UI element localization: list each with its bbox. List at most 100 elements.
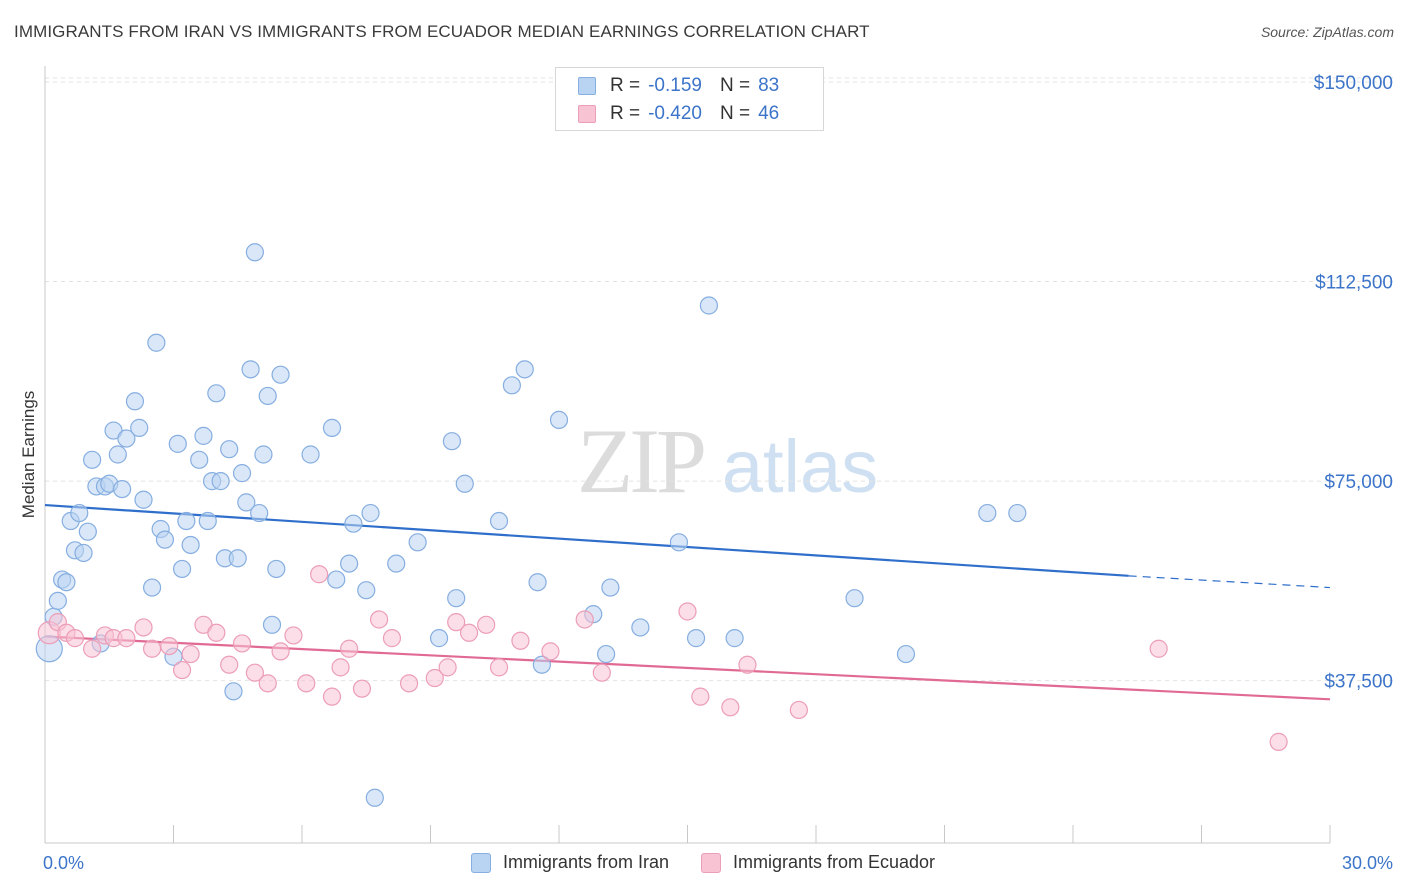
point-iran	[117, 429, 136, 448]
point-iran	[134, 490, 153, 509]
point-ecuador	[477, 615, 496, 634]
point-ecuador	[142, 639, 162, 658]
y-tick-label: $37,500	[1324, 672, 1393, 693]
point-iran	[365, 788, 384, 807]
trendline-extension-iran	[1128, 575, 1331, 589]
series-label-iran: Immigrants from Iran	[502, 852, 669, 872]
point-ecuador	[134, 618, 153, 637]
y-tick-label: $150,000	[1314, 73, 1393, 94]
point-iran	[220, 440, 239, 459]
point-iran	[130, 418, 149, 437]
point-ecuador	[117, 629, 136, 648]
point-iran	[155, 530, 175, 549]
point-iran	[48, 591, 67, 610]
series-legend-iran: Immigrants from Iran	[470, 852, 669, 873]
point-iran	[194, 426, 213, 445]
point-ecuador	[340, 639, 359, 658]
watermark-atlas: atlas	[722, 425, 878, 508]
chart-source: Source: ZipAtlas.com	[1260, 24, 1394, 40]
point-iran	[447, 589, 466, 608]
point-iran	[241, 360, 260, 379]
point-ecuador	[181, 644, 200, 664]
y-tick-label: $75,000	[1324, 472, 1393, 493]
y-axis-label: Median Earnings	[19, 391, 38, 519]
point-ecuador	[352, 679, 372, 698]
point-iran	[601, 578, 620, 597]
series-legend: Immigrants from Iran Immigrants from Ecu…	[0, 852, 1406, 873]
point-iran	[172, 559, 192, 579]
legend-iran-n: 83	[758, 75, 780, 96]
chart-title: IMMIGRANTS FROM IRAN VS IMMIGRANTS FROM …	[14, 22, 870, 41]
point-iran	[327, 570, 346, 589]
point-iran	[112, 479, 132, 499]
point-ecuador	[459, 623, 479, 642]
legend-row-iran: R = -0.159 N = 83	[578, 74, 779, 98]
point-iran	[532, 655, 551, 674]
point-ecuador	[738, 655, 757, 674]
point-ecuador	[425, 668, 444, 688]
point-iran	[147, 333, 166, 352]
point-iran	[357, 581, 376, 600]
point-ecuador	[245, 663, 264, 682]
point-iran	[896, 644, 916, 664]
point-iran	[340, 554, 359, 573]
point-iran	[344, 514, 363, 533]
point-ecuador	[172, 660, 192, 680]
point-ecuador	[271, 642, 290, 661]
legend-row-ecuador: R = -0.420 N = 46	[578, 102, 779, 126]
point-iran	[198, 511, 217, 531]
point-iran	[245, 243, 264, 262]
point-iran	[442, 432, 462, 451]
point-ecuador	[489, 658, 509, 677]
point-ecuador	[678, 602, 697, 621]
point-iran	[190, 450, 209, 469]
point-iran	[83, 450, 102, 469]
point-iran	[224, 682, 243, 701]
point-iran	[70, 503, 89, 523]
point-ecuador	[541, 642, 560, 661]
y-tick-label: $112,500	[1315, 273, 1393, 294]
point-iran	[74, 543, 93, 563]
point-iran	[57, 573, 76, 592]
point-iran	[1008, 503, 1027, 523]
point-iran	[502, 376, 521, 395]
point-iran	[228, 549, 247, 568]
point-iran	[699, 296, 719, 315]
point-ecuador	[258, 674, 277, 693]
point-ecuador	[721, 698, 740, 717]
point-iran	[108, 445, 127, 464]
legend-ecuador-n: 46	[758, 103, 780, 124]
point-iran	[232, 464, 252, 483]
point-iran	[387, 554, 406, 573]
point-iran	[125, 392, 145, 411]
point-ecuador	[789, 700, 808, 720]
legend-r-label: R =	[610, 75, 641, 96]
point-ecuador	[83, 639, 102, 658]
point-iran	[597, 644, 616, 664]
point-iran	[408, 533, 427, 552]
point-ecuador	[331, 658, 350, 677]
point-iran	[271, 365, 290, 384]
series-swatch-ecuador	[700, 852, 721, 873]
point-ecuador	[297, 674, 316, 693]
watermark-zip: ZIP	[577, 410, 704, 512]
point-ecuador	[65, 629, 85, 648]
series-label-ecuador: Immigrants from Ecuador	[732, 852, 936, 872]
point-iran	[528, 573, 547, 592]
point-ecuador	[691, 687, 710, 706]
point-ecuador	[370, 610, 389, 629]
point-iran	[267, 559, 286, 579]
point-iran	[631, 618, 650, 637]
point-iran	[686, 629, 706, 648]
point-ecuador	[160, 636, 179, 656]
point-iran	[78, 522, 97, 541]
point-ecuador	[575, 610, 594, 629]
trendline-ecuador	[44, 635, 1331, 701]
point-iran	[207, 384, 226, 403]
point-ecuador	[447, 613, 466, 632]
legend-iran-r: -0.159	[648, 75, 702, 96]
point-iran	[237, 493, 256, 512]
point-iran	[254, 445, 273, 464]
point-iran	[455, 474, 474, 493]
point-ecuador	[399, 674, 419, 693]
